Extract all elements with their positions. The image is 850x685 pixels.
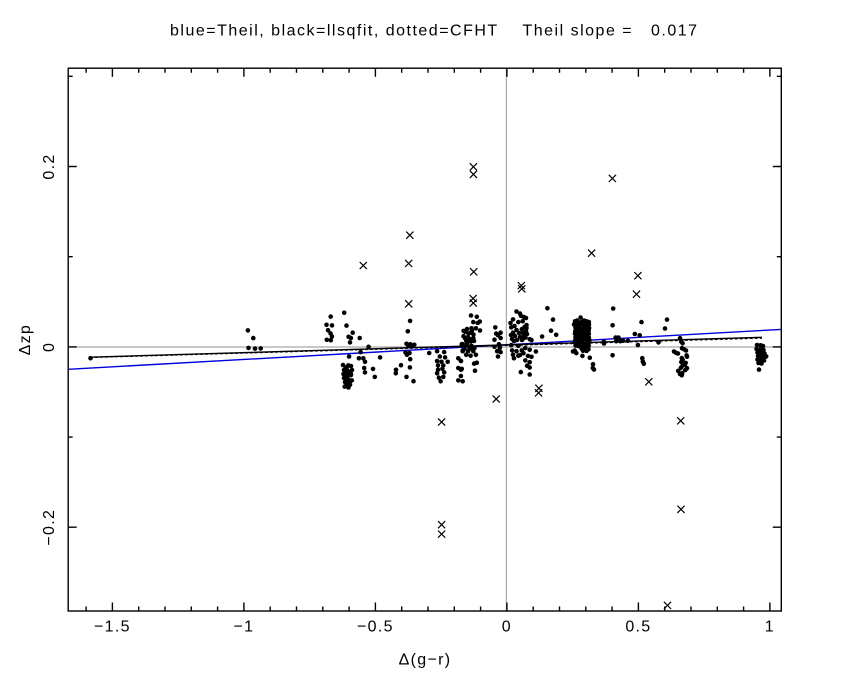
svg-text:−1.5: −1.5	[94, 619, 131, 636]
svg-text:1: 1	[765, 619, 775, 636]
svg-text:−0.2: −0.2	[41, 509, 58, 546]
svg-text:Δ(g−r): Δ(g−r)	[399, 652, 452, 669]
svg-text:blue=Theil, black=llsqfit, dot: blue=Theil, black=llsqfit, dotted=CFHT T…	[170, 23, 699, 40]
svg-text:−0.5: −0.5	[357, 619, 394, 636]
svg-text:0: 0	[502, 619, 512, 636]
svg-text:Δzp: Δzp	[17, 324, 34, 356]
svg-text:0.5: 0.5	[625, 619, 651, 636]
svg-text:0.2: 0.2	[41, 153, 58, 179]
svg-text:−1: −1	[233, 619, 254, 636]
svg-text:0: 0	[41, 342, 58, 352]
